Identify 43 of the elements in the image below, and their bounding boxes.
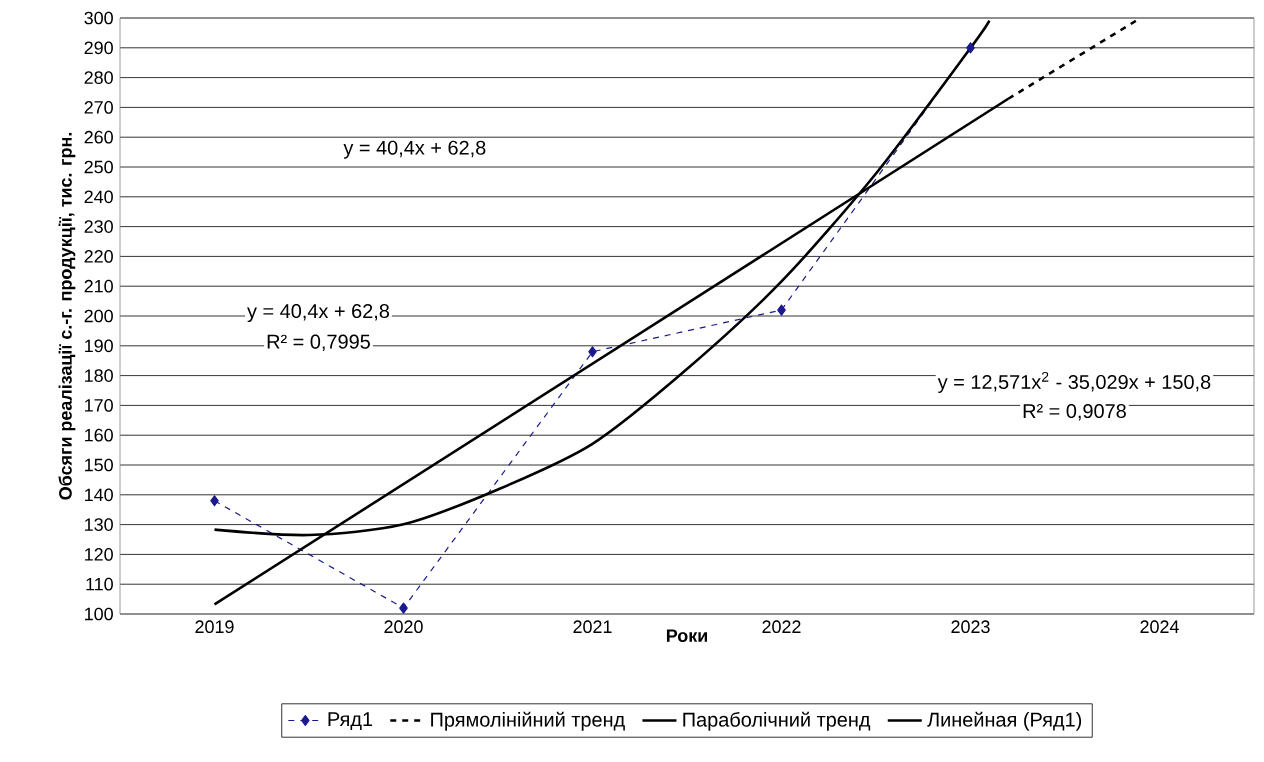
y-tick-label: 150 — [85, 458, 113, 472]
annotation: y = 12,571x$^{2}$ - 35,029x + 150,8 — [937, 371, 1211, 393]
y-axis-title: Обсяги реалізації с.-г. продукції, тис. грн. — [58, 132, 76, 500]
y-tick-label: 100 — [85, 607, 113, 621]
y-tick-label: 230 — [84, 220, 113, 233]
y-tick-label: 270 — [84, 101, 113, 114]
y-tick-label: 120 — [85, 548, 113, 561]
y-tick-label: 200 — [84, 309, 113, 323]
point — [777, 304, 786, 316]
annotation: y = 40,4x + 62,8 — [343, 140, 486, 159]
y-tick-label: 240 — [84, 190, 113, 204]
y-tick-label: 180 — [85, 369, 113, 382]
x-tick-label: 2024 — [1140, 620, 1179, 634]
x-tick-label: 2021 — [573, 620, 612, 634]
y-tick-label: 190 — [85, 339, 113, 353]
y-tick-label: 300 — [84, 11, 113, 25]
legend-label: Линейная (Ряд1) — [927, 711, 1082, 731]
y-tick-label: 140 — [85, 488, 113, 502]
x-tick-label: 2019 — [195, 620, 234, 634]
point — [966, 42, 975, 54]
y-tick-label: 250 — [84, 160, 113, 174]
y-tick-label: 130 — [85, 518, 113, 531]
legend-label: Ряд1 — [328, 712, 373, 730]
annotation: R² = 0,7995 — [267, 334, 370, 352]
y-tick-label: 290 — [84, 41, 113, 55]
annotation: R² = 0,9078 — [1023, 404, 1126, 421]
annotation: y = 40,4x + 62,8 — [247, 304, 390, 323]
x-axis-title: Роки — [666, 629, 707, 643]
y-tick-label: 160 — [85, 428, 113, 442]
x-tick-label: 2023 — [951, 620, 990, 634]
point — [210, 495, 219, 507]
y-tick-label: 260 — [84, 130, 113, 144]
point — [588, 346, 597, 358]
point — [399, 602, 408, 614]
y-tick-label: 170 — [85, 399, 113, 412]
legend-label: Параболічний тренд — [683, 711, 871, 731]
legend-label: Прямолінійний тренд — [431, 711, 625, 731]
x-tick-label: 2020 — [384, 620, 423, 634]
x-tick-label: 2022 — [762, 620, 801, 634]
y-tick-label: 210 — [84, 279, 113, 293]
y-tick-label: 280 — [84, 71, 113, 84]
y-tick-label: 110 — [86, 577, 113, 591]
y-tick-label: 220 — [84, 250, 113, 263]
